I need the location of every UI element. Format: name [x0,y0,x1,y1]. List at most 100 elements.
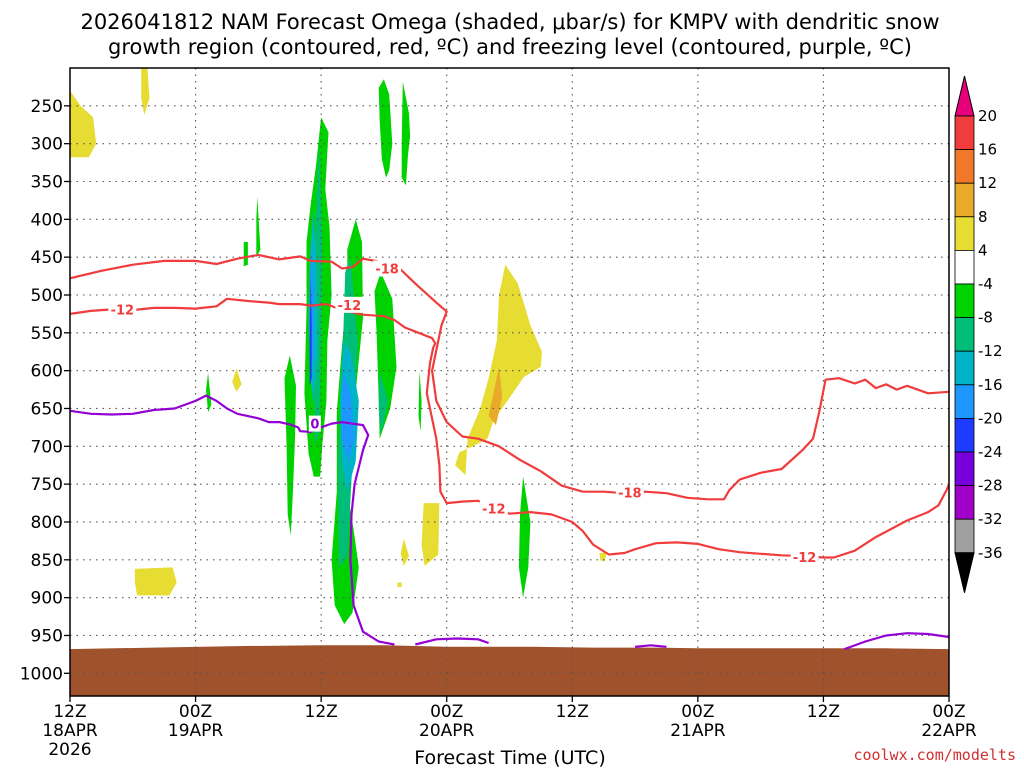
freezing-level-contour-line [415,637,489,646]
omega-shading [70,68,607,625]
colorbar-label: -8 [978,309,993,327]
grid-lines [70,68,949,696]
y-tick-label: 1000 [20,664,63,684]
y-tick-label: 250 [31,97,63,117]
snow-growth-contour-label: -18 [375,263,399,278]
colorbar-label: -12 [978,342,1003,360]
y-tick-label: 600 [31,362,63,382]
x-tick-label: 2026 [48,740,91,760]
omega-region [488,366,503,426]
y-tick-label: 550 [31,324,63,344]
colorbar-swatch [954,485,975,520]
colorbar-label: 20 [978,107,997,125]
x-tick-label: 00Z [430,702,463,722]
colorbar-swatch [954,182,975,218]
omega-region [206,372,212,413]
snow-growth-contour-label-bg [479,500,508,517]
pressure-axis: 250 300 350 400 450 500 550 600 650 700 750 800 850 9… [20,97,70,684]
snow-growth-contour-label: -12 [111,303,135,318]
chart-title-line2: growth region (contoured, red, ºC) and f… [108,35,912,59]
x-tick-label: 12Z [556,702,589,722]
omega-region [400,538,409,566]
colorbar-top-arrow [954,75,975,117]
colorbar-swatch [954,283,975,318]
x-tick-label: 00Z [932,702,965,722]
colorbar-swatch [954,216,975,251]
omega-colorbar: 20 16 12 8 4 -4 -8 -12 -16 -20 -24 -28 -32 -36 [954,75,1003,593]
ground-polygon [70,645,949,696]
x-tick-label: 00Z [179,702,212,722]
y-tick-label: 300 [31,135,63,155]
omega-region [141,68,150,115]
colorbar-label: -20 [978,409,1003,427]
y-tick-label: 450 [31,248,63,268]
colorbar-label: 8 [978,208,988,226]
colorbar-label: 4 [978,241,988,259]
x-tick-label: 19APR [168,721,224,741]
snow-growth-contour-label-bg [790,548,819,565]
colorbar-label: -24 [978,443,1003,461]
omega-region [397,582,402,587]
snow-growth-contour-label: -12 [793,551,817,566]
y-tick-label: 500 [31,286,63,306]
x-axis-title: Forecast Time (UTC) [414,747,605,768]
omega-region [134,567,177,596]
snow-growth-contour-line [70,253,949,501]
y-tick-label: 400 [31,210,63,230]
omega-region [421,503,440,566]
freezing-level-contour-label-bg [308,415,321,432]
colorbar-swatch [954,115,975,150]
colorbar-label: -16 [978,376,1003,394]
colorbar-swatch [954,317,975,352]
omega-region [232,368,242,392]
colorbar-label: -36 [978,544,1003,562]
freezing-level-contour-label: 0 [310,418,319,433]
credit-text: coolwx.com/modelts [853,746,1016,764]
snow-growth-contour-label-bg [615,484,644,501]
omega-region [70,90,97,158]
y-tick-label: 650 [31,399,63,419]
colorbar-swatch [954,518,975,554]
y-tick-label: 750 [31,475,63,495]
x-tick-label: 20APR [419,721,475,741]
x-tick-label: 12Z [807,702,840,722]
snow-growth-contour-label: -12 [338,299,362,314]
y-tick-label: 800 [31,513,63,533]
colorbar-label: 16 [978,141,997,159]
omega-region [374,272,397,439]
colorbar-swatch [954,149,975,184]
omega-region [518,476,531,598]
colorbar-swatch [954,451,975,486]
y-tick-label: 900 [31,589,63,609]
omega-region [342,370,355,462]
freezing-level-contour-line [70,394,395,646]
x-tick-label: 12Z [305,702,338,722]
contour-lines: -18 -18 -12 -12 -12 -12 0 [70,253,949,651]
omega-region [256,196,261,258]
snow-growth-contour-label: -12 [482,502,506,517]
omega-region [401,81,411,186]
ground-layer [70,645,949,696]
y-tick-label: 950 [31,626,63,646]
colorbar-bottom-arrow [954,552,975,593]
omega-region [284,355,296,536]
omega-region [599,552,607,562]
colorbar-swatch [954,350,975,386]
x-tick-label: 18APR [42,721,98,741]
x-tick-label: 00Z [681,702,714,722]
omega-region [378,79,393,178]
freezing-level-contour-line [634,644,667,648]
colorbar-label: 12 [978,174,997,192]
omega-region [243,242,248,267]
y-tick-label: 850 [31,551,63,571]
colorbar-swatch [954,417,975,453]
snow-growth-contour-label-bg [108,301,137,318]
plot-frame [69,67,950,697]
omega-region [309,276,312,386]
colorbar-label: -4 [978,275,993,293]
colorbar-swatch [954,384,975,419]
snow-growth-contour-label-bg [373,260,402,277]
y-tick-label: 350 [31,172,63,192]
